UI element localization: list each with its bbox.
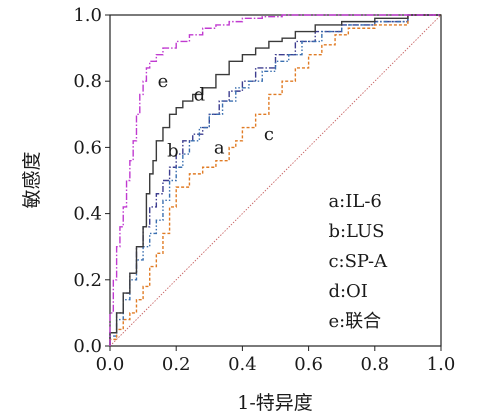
roc-curve-e [109,14,441,346]
curve-labels: e d b a c [158,71,274,162]
y-tick-label: 0.0 [73,336,102,357]
legend-entry: d:OI [328,281,367,302]
curve-label-e: e [158,71,169,92]
roc-curve-c [109,14,441,346]
x-tick-label: 0.0 [96,354,125,375]
x-tick-label: 0.4 [228,354,257,375]
curve-label-a: a [214,137,225,158]
roc-curves [109,14,442,347]
roc-curve-d [109,14,441,346]
legend-entry: b:LUS [328,221,384,242]
x-tick-label: 0.2 [162,354,191,375]
y-axis-title: 敏感度 [21,151,43,208]
x-tick-label: 0.8 [360,354,389,375]
reference-diagonal-line [109,14,442,347]
y-tick-label: 0.8 [73,71,102,92]
legend-entry: e:联合 [328,311,381,332]
y-tick-label: 0.4 [73,204,102,225]
x-tick-label: 0.6 [294,354,323,375]
x-tick-label: 1.0 [427,354,456,375]
plot-frame [109,14,442,347]
legend-entry: c:SP-A [328,251,388,272]
curve-label-c: c [264,124,274,145]
x-axis-title: 1-特异度 [237,392,313,414]
y-tick-label: 0.6 [73,137,102,158]
y-tick-label: 1.0 [73,5,102,26]
y-tick-label: 0.2 [73,270,102,291]
legend-entry: a:IL-6 [328,191,381,212]
legend: a:IL-6 b:LUS c:SP-A d:OI e:联合 [328,191,388,332]
axis-ticks: 0.0 0.2 0.4 0.6 0.8 1.0 0.0 0.2 0.4 0.6 0.8 1.0 [73,5,455,375]
curve-label-d: d [194,84,206,105]
curve-label-b: b [167,141,179,162]
